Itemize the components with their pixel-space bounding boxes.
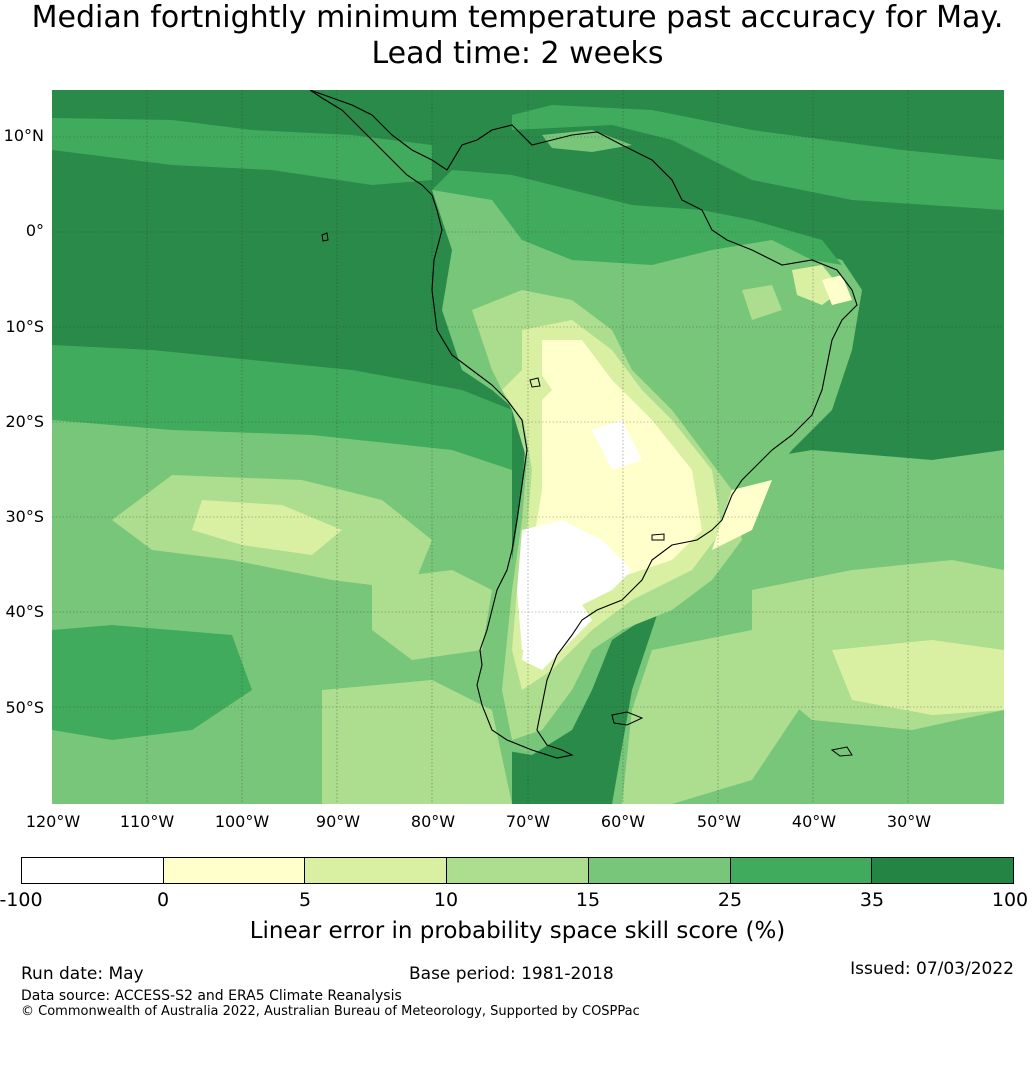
lat-label: 30°S bbox=[5, 507, 44, 526]
colorbar-segment bbox=[730, 858, 873, 883]
lon-label: 110°W bbox=[119, 812, 175, 831]
lat-label: 10°S bbox=[5, 317, 44, 336]
copyright: © Commonwealth of Australia 2022, Austra… bbox=[21, 1004, 640, 1019]
lat-label: 50°S bbox=[5, 698, 44, 717]
colorbar-tick: 5 bbox=[298, 889, 312, 911]
map-title: Median fortnightly minimum temperature p… bbox=[31, 0, 1004, 71]
map-canvas bbox=[52, 90, 1004, 804]
run-date: Run date: May bbox=[21, 964, 144, 984]
south-america-coastline bbox=[309, 90, 858, 759]
lon-label: 50°W bbox=[696, 812, 742, 831]
colorbar-segment bbox=[163, 858, 306, 883]
lon-label: 80°W bbox=[410, 812, 456, 831]
colorbar-tick: 25 bbox=[717, 889, 743, 911]
data-source: Data source: ACCESS-S2 and ERA5 Climate … bbox=[21, 988, 402, 1004]
colorbar-label: Linear error in probability space skill … bbox=[249, 918, 786, 944]
lon-label: 40°W bbox=[791, 812, 837, 831]
falklands-outline bbox=[611, 711, 644, 726]
colorbar-tick: -100 bbox=[0, 889, 43, 911]
lon-label: 90°W bbox=[315, 812, 361, 831]
colorbar-segment bbox=[305, 858, 448, 883]
lon-label: 120°W bbox=[25, 812, 81, 831]
graticule bbox=[52, 90, 1004, 804]
colorbar-segment bbox=[588, 858, 731, 883]
colorbar-segment bbox=[22, 858, 164, 883]
colorbar-segment bbox=[447, 858, 589, 883]
colorbar-tick: 35 bbox=[859, 889, 885, 911]
skill-score-map bbox=[52, 90, 1004, 804]
lat-label: 0° bbox=[25, 221, 44, 240]
colorbar-segment bbox=[872, 858, 1014, 883]
lon-label: 60°W bbox=[600, 812, 646, 831]
colorbar-tick: 100 bbox=[991, 889, 1029, 911]
atlantic-north-band bbox=[512, 105, 1004, 210]
lat-label: 40°S bbox=[5, 602, 44, 621]
base-period: Base period: 1981-2018 bbox=[409, 964, 614, 984]
lon-label: 100°W bbox=[214, 812, 270, 831]
lon-label: 30°W bbox=[886, 812, 932, 831]
lon-label: 70°W bbox=[505, 812, 551, 831]
colorbar-tick: 0 bbox=[156, 889, 170, 911]
colorbar bbox=[21, 857, 1014, 884]
lat-label: 10°N bbox=[3, 126, 44, 145]
colorbar-tick: 15 bbox=[575, 889, 601, 911]
colorbar-tick: 10 bbox=[433, 889, 459, 911]
issued-date: Issued: 07/03/2022 bbox=[850, 959, 1014, 979]
lat-label: 20°S bbox=[5, 412, 44, 431]
